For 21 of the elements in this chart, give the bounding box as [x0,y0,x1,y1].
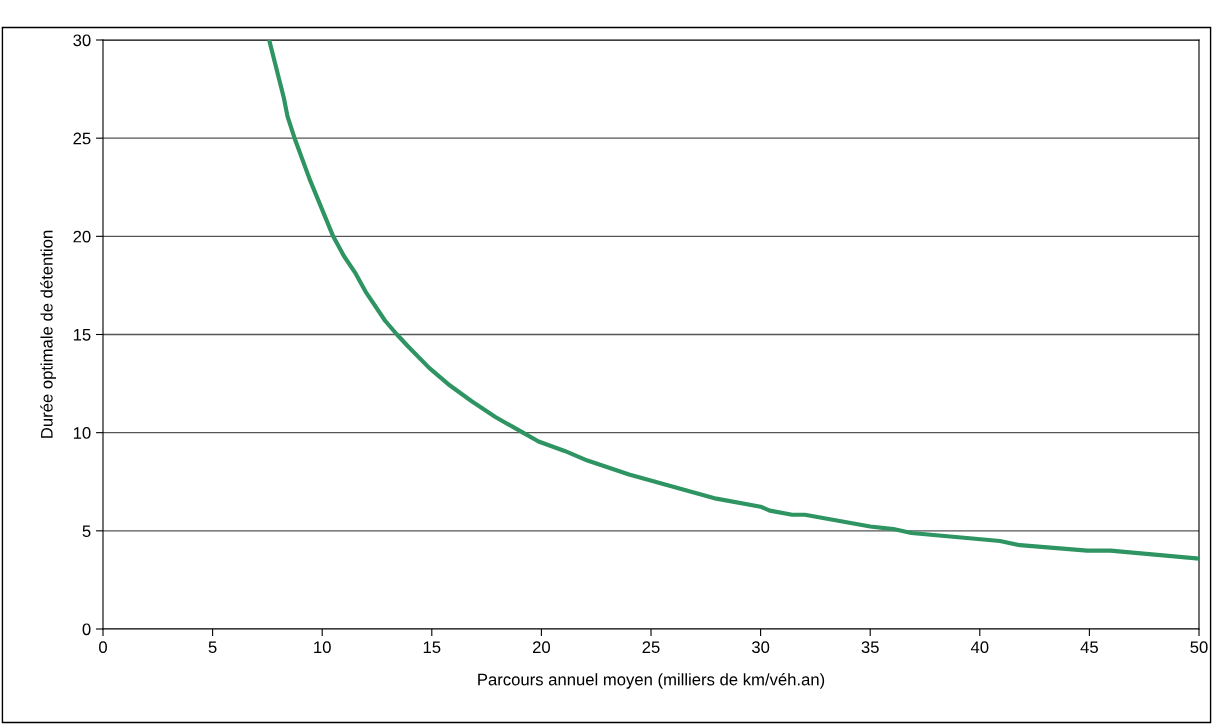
y-axis-title: Durée optimale de détention [40,230,56,438]
x-tick-label: 15 [423,641,441,654]
y-tick-label: 25 [73,132,91,145]
x-tick-label: 50 [1190,641,1208,654]
y-tick-label: 10 [73,427,91,439]
y-tick-label: 0 [82,623,91,636]
y-tick-label: 5 [82,525,91,538]
x-tick-label: 35 [861,641,879,654]
x-tick-label: 20 [532,641,551,654]
x-axis-title: Parcours annuel moyen (milliers de km/véh.an) [478,673,825,689]
line-series [267,40,1199,561]
x-tick-label: 25 [642,641,660,654]
y-tick-label: 15 [73,329,91,341]
y-tick-label: 20 [73,230,91,243]
x-tick-label: 40 [970,641,989,654]
y-tick-label: 30 [73,34,91,47]
x-tick-label: 45 [1080,641,1098,654]
x-tick-label: 30 [751,641,770,654]
x-tick-label: 0 [99,641,107,654]
x-tick-label: 5 [208,641,217,654]
x-tick-label: 10 [314,641,331,654]
